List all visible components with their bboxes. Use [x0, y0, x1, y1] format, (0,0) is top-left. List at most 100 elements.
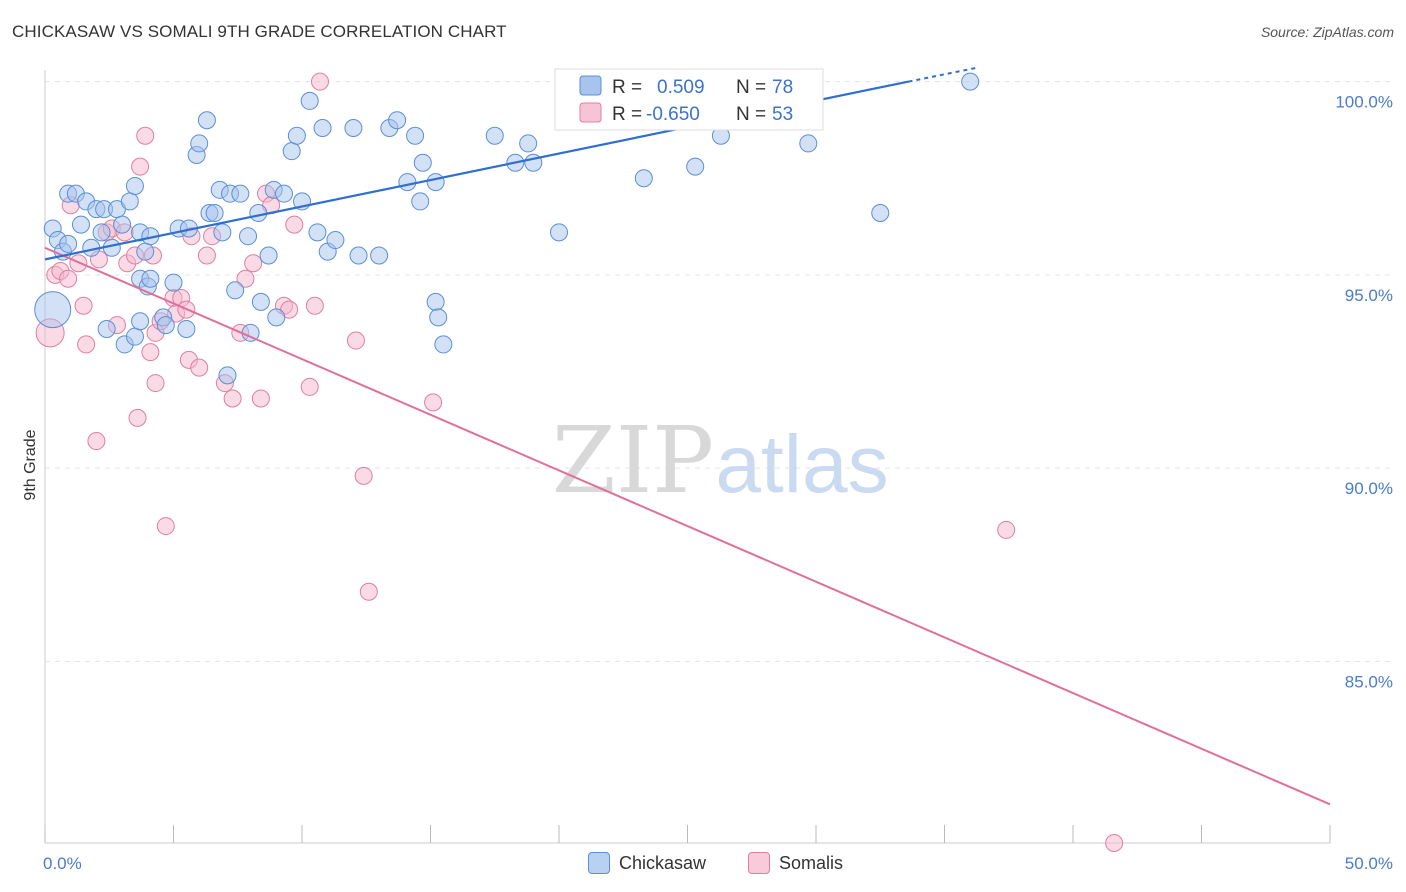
data-point-chickasaw: [519, 134, 538, 153]
data-point-somalis: [1105, 834, 1124, 852]
legend-n-value-2: 53: [772, 104, 793, 125]
data-point-chickasaw: [113, 215, 132, 234]
y-tick-label: 90.0%: [1345, 479, 1393, 498]
tick-labels: 100.0% 95.0% 90.0% 85.0% 0.0% 50.0%: [43, 93, 1393, 873]
data-point-chickasaw: [426, 173, 445, 192]
data-point-somalis: [354, 466, 373, 485]
data-point-chickasaw: [961, 72, 980, 91]
legend-swatch-somalis-bottom: [748, 852, 770, 874]
data-point-chickasaw: [59, 234, 78, 253]
data-point-chickasaw: [120, 192, 139, 211]
data-point-chickasaw: [34, 291, 72, 329]
data-point-chickasaw: [326, 231, 345, 250]
legend-n-label-1: N =: [736, 77, 766, 98]
data-point-chickasaw: [92, 223, 111, 242]
legend-r-value-2: -0.650: [646, 104, 700, 125]
data-point-somalis: [424, 393, 443, 412]
data-point-somalis: [997, 520, 1016, 539]
data-point-somalis: [359, 582, 378, 601]
data-point-chickasaw: [413, 153, 432, 172]
source-label: Source: ZipAtlas.com: [1260, 24, 1394, 40]
correlation-legend: R = 0.509 N = 78 R = -0.650 N = 53: [554, 68, 824, 131]
data-point-chickasaw: [275, 184, 294, 203]
data-point-somalis: [87, 432, 106, 451]
data-point-chickasaw: [218, 366, 237, 385]
watermark-atlas: atlas: [715, 419, 888, 510]
data-point-chickasaw: [125, 327, 144, 346]
data-point-chickasaw: [71, 215, 90, 234]
data-point-chickasaw: [686, 157, 705, 176]
data-point-chickasaw: [434, 335, 453, 354]
data-point-chickasaw: [205, 204, 224, 223]
legend-item-chickasaw: Chickasaw: [588, 852, 706, 874]
data-point-chickasaw: [799, 134, 818, 153]
legend-swatch-chickasaw: [579, 75, 602, 96]
data-point-somalis: [74, 296, 93, 315]
data-point-chickasaw: [190, 134, 209, 153]
data-point-somalis: [190, 358, 209, 377]
data-point-chickasaw: [239, 227, 258, 246]
data-point-chickasaw: [156, 316, 175, 335]
data-point-chickasaw: [550, 223, 568, 242]
data-point-somalis: [136, 126, 155, 145]
data-point-somalis: [310, 72, 329, 91]
data-point-chickasaw: [267, 308, 286, 327]
data-point-chickasaw: [429, 308, 448, 327]
data-point-chickasaw: [485, 126, 504, 145]
series-legend: Chickasaw Somalis: [0, 852, 1406, 878]
chart-title: CHICKASAW VS SOMALI 9TH GRADE CORRELATIO…: [12, 22, 507, 41]
data-point-chickasaw: [398, 173, 417, 192]
data-point-chickasaw: [344, 118, 363, 137]
data-point-chickasaw: [226, 281, 245, 300]
y-axis-label: 9th Grade: [22, 429, 39, 500]
trend-line-chickasaw-ext: [908, 67, 976, 83]
legend-label-chickasaw: Chickasaw: [619, 852, 707, 873]
legend-swatch-chickasaw-bottom: [588, 852, 610, 874]
data-point-chickasaw: [259, 246, 278, 265]
data-point-somalis: [285, 215, 304, 234]
watermark-zip: ZIP: [552, 407, 714, 514]
data-point-somalis: [236, 269, 255, 288]
data-point-chickasaw: [349, 246, 368, 265]
legend-n-value-1: 78: [772, 77, 793, 98]
data-point-chickasaw: [411, 192, 430, 211]
grid-lines: [45, 81, 1390, 662]
data-point-somalis: [146, 374, 165, 393]
data-point-somalis: [59, 269, 78, 288]
data-point-somalis: [300, 377, 319, 396]
y-tick-label: 85.0%: [1345, 672, 1393, 691]
data-point-chickasaw: [164, 273, 183, 292]
legend-r-label-1: R =: [612, 77, 642, 98]
data-point-chickasaw: [136, 242, 155, 261]
data-point-chickasaw: [406, 126, 425, 145]
data-point-somalis: [223, 389, 242, 408]
legend-r-label-2: R =: [612, 104, 642, 125]
data-point-chickasaw: [634, 169, 653, 188]
data-point-chickasaw: [871, 204, 890, 223]
watermark: ZIP atlas: [552, 407, 889, 514]
series-chickasaw-points: [34, 72, 980, 385]
data-point-chickasaw: [426, 292, 445, 311]
legend-r-value-1: 0.509: [657, 77, 705, 98]
data-point-chickasaw: [282, 142, 301, 161]
data-point-chickasaw: [131, 312, 150, 331]
trend-line-somalis: [44, 246, 1331, 806]
data-point-chickasaw: [308, 223, 327, 242]
data-point-somalis: [244, 254, 263, 273]
data-point-chickasaw: [300, 91, 319, 110]
legend-n-label-2: N =: [736, 104, 766, 125]
x-tick-label: 0.0%: [43, 854, 82, 873]
data-point-chickasaw: [287, 126, 306, 145]
data-point-chickasaw: [197, 111, 216, 130]
data-point-somalis: [141, 343, 160, 362]
legend-label-somalis: Somalis: [779, 852, 844, 873]
data-point-somalis: [197, 246, 216, 265]
data-point-chickasaw: [97, 319, 116, 338]
data-point-chickasaw: [213, 223, 232, 242]
y-tick-label: 95.0%: [1345, 286, 1393, 305]
legend-item-somalis: Somalis: [748, 852, 843, 874]
data-point-chickasaw: [370, 246, 389, 265]
data-point-somalis: [346, 331, 365, 350]
data-point-chickasaw: [388, 111, 407, 130]
